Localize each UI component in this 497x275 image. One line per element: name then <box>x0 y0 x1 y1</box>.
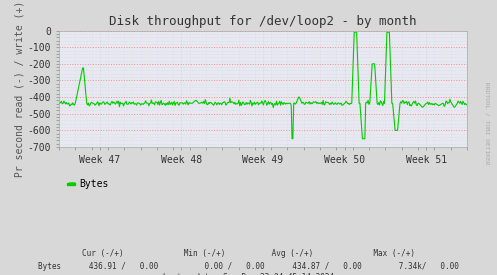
Text: Cur (-/+)             Min (-/+)          Avg (-/+)             Max (-/+): Cur (-/+) Min (-/+) Avg (-/+) Max (-/+) <box>82 249 415 257</box>
Y-axis label: Pr second read (-) / write (+): Pr second read (-) / write (+) <box>15 1 25 177</box>
Text: Bytes      436.91 /   0.00          0.00 /   0.00      434.87 /   0.00        7.: Bytes 436.91 / 0.00 0.00 / 0.00 434.87 /… <box>38 262 459 271</box>
Text: Bytes: Bytes <box>80 179 109 189</box>
Title: Disk throughput for /dev/loop2 - by month: Disk throughput for /dev/loop2 - by mont… <box>109 15 417 28</box>
Text: RRDTOOL / TOBI OETIKER: RRDTOOL / TOBI OETIKER <box>485 82 490 165</box>
Bar <box>67 183 75 186</box>
Text: Last update: Sun Dec 22 04:45:14 2024: Last update: Sun Dec 22 04:45:14 2024 <box>163 273 334 275</box>
